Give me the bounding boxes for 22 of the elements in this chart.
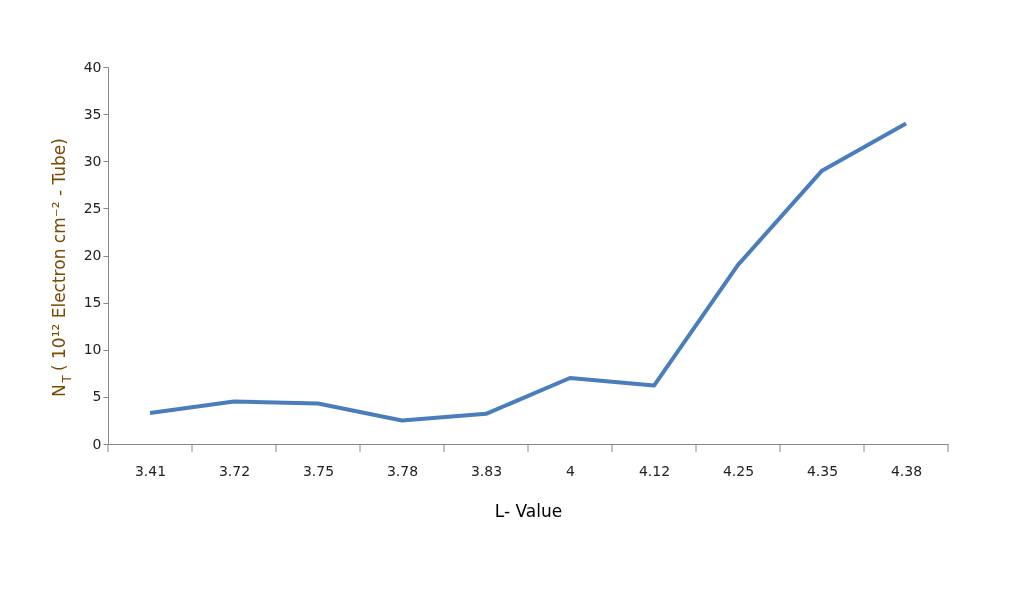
y-tick-label: 0 xyxy=(92,435,102,452)
line-series xyxy=(148,121,908,423)
x-tick-label: 3.78 xyxy=(386,462,419,479)
x-tick-label: 3.75 xyxy=(302,462,335,479)
x-tick-label: 4 xyxy=(566,462,576,479)
y-tick-label: 5 xyxy=(92,388,102,405)
x-tick-label: 3.83 xyxy=(470,462,503,479)
x-tick-label: 3.41 xyxy=(134,462,167,479)
y-axis-title: NT ( 10¹² Electron cm⁻² - Tube) xyxy=(49,138,74,397)
y-tick-label: 40 xyxy=(83,58,102,75)
y-tick-label: 25 xyxy=(83,199,102,216)
x-tick-label: 4.38 xyxy=(890,462,923,479)
y-tick-label: 10 xyxy=(83,341,102,358)
y-tick-label: 20 xyxy=(83,247,102,263)
x-tick-label: 4.35 xyxy=(806,462,839,479)
x-tick-label: 4.12 xyxy=(638,462,671,479)
x-tick-label: 4.25 xyxy=(722,462,755,479)
y-tick-label: 30 xyxy=(83,152,102,169)
x-tick-label: 3.72 xyxy=(218,462,251,479)
y-tick-label: 35 xyxy=(83,105,102,122)
y-tick-label: 15 xyxy=(83,294,102,311)
x-axis-title: L- Value xyxy=(494,500,563,521)
